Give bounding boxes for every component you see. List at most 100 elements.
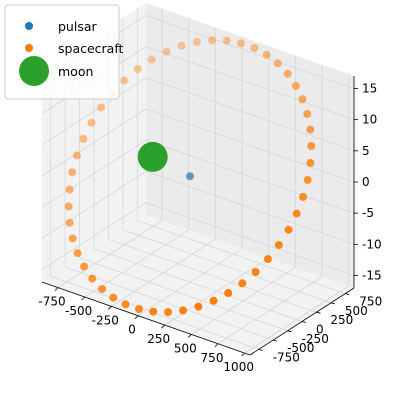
grid-line-z-left: [41, 139, 147, 208]
y-tick-label: 750: [359, 295, 382, 309]
point-spacecraft: [194, 302, 203, 311]
grid-line-z-back: [145, 170, 355, 245]
point-spacecraft: [65, 218, 74, 227]
x-tick-mark: [134, 315, 139, 319]
y-tick-mark: [316, 311, 321, 314]
point-pulsar: [186, 172, 194, 181]
legend-marker-spacecraft: [25, 44, 33, 52]
x-tick-mark: [54, 287, 59, 291]
x-axis-line: [41, 281, 251, 356]
point-spacecraft: [292, 209, 301, 218]
point-spacecraft: [208, 36, 216, 45]
point-spacecraft: [68, 234, 77, 243]
data-points: [64, 36, 316, 317]
point-spacecraft: [222, 36, 231, 45]
point-spacecraft: [97, 103, 106, 112]
grid-line-z-left: [41, 108, 147, 177]
legend-label-moon: moon: [58, 64, 93, 79]
point-spacecraft: [291, 81, 300, 90]
z-tick-label: -10: [362, 237, 382, 251]
y-tick-mark: [273, 339, 278, 342]
point-spacecraft: [307, 142, 316, 150]
x-tick-mark: [188, 334, 192, 338]
grid-line-y-floor: [64, 266, 274, 341]
grid-line-z-back: [145, 202, 355, 276]
y-tick-label: 250: [330, 313, 353, 327]
point-spacecraft: [65, 185, 74, 194]
legend: pulsar spacecraft moon: [4, 4, 124, 100]
point-spacecraft: [133, 65, 142, 74]
grid-line-z-back: [145, 77, 355, 152]
z-tick-label: 0: [362, 175, 370, 189]
point-spacecraft: [177, 41, 186, 50]
grid-line-z-left: [41, 202, 147, 270]
y-tick-mark: [330, 302, 335, 305]
y-tick-label: -500: [287, 341, 314, 355]
x-tick-label: -750: [38, 295, 65, 309]
point-spacecraft: [299, 192, 308, 201]
grid-line-z-back: [145, 15, 355, 89]
point-spacecraft: [72, 151, 81, 160]
point-spacecraft: [262, 50, 271, 59]
grid-line-z-left: [41, 77, 147, 146]
legend-label-pulsar: pulsar: [58, 19, 98, 34]
legend-label-spacecraft: spacecraft: [58, 41, 124, 56]
legend-marker-moon: [19, 56, 49, 86]
grid-line-z-back: [145, 139, 355, 214]
y-tick-label: 500: [345, 304, 368, 318]
point-spacecraft: [284, 225, 293, 234]
z-tick-label: -15: [362, 269, 382, 283]
point-spacecraft: [88, 274, 97, 283]
grid-line-z-back: [145, 108, 355, 183]
point-spacecraft: [98, 285, 107, 293]
legend-marker-pulsar: [25, 22, 33, 30]
y-tick-mark: [258, 349, 263, 351]
point-spacecraft: [273, 59, 282, 68]
point-spacecraft: [164, 308, 172, 317]
tick-labels: -750-500-25002505007501000-750-500-25002…: [38, 82, 382, 375]
grid-line-y-floor: [137, 220, 346, 294]
point-moon: [137, 141, 168, 172]
x-tick-label: -250: [92, 313, 119, 327]
point-spacecraft: [237, 39, 245, 48]
point-spacecraft: [121, 300, 130, 309]
point-spacecraft: [224, 289, 233, 297]
x-tick-label: 1000: [223, 360, 254, 374]
point-spacecraft: [120, 76, 129, 85]
point-spacecraft: [147, 55, 156, 64]
x-tick-mark: [108, 306, 112, 310]
point-spacecraft: [79, 134, 88, 143]
point-spacecraft: [274, 241, 283, 249]
x-tick-mark: [241, 352, 245, 357]
y-tick-label: 0: [316, 323, 324, 337]
grid-line-y-floor: [122, 229, 332, 304]
z-tick-label: 15: [362, 82, 377, 96]
z-tick-label: 10: [362, 113, 377, 127]
point-spacecraft: [209, 296, 218, 305]
point-spacecraft: [306, 125, 315, 134]
point-spacecraft: [192, 37, 201, 46]
point-spacecraft: [306, 158, 315, 167]
point-spacecraft: [303, 175, 312, 184]
z-tick-label: -5: [362, 206, 374, 220]
y-tick-label: -750: [273, 350, 300, 364]
point-spacecraft: [73, 249, 82, 258]
x-tick-mark: [214, 343, 219, 348]
x-tick-label: 250: [147, 332, 170, 346]
point-spacecraft: [283, 69, 292, 78]
point-spacecraft: [263, 255, 272, 264]
point-spacecraft: [87, 118, 96, 127]
x-tick-label: 750: [201, 351, 224, 365]
x-tick-label: 500: [174, 341, 197, 355]
y-tick-mark: [287, 330, 292, 333]
y-tick-mark: [301, 321, 307, 323]
point-spacecraft: [64, 202, 73, 211]
grid-line-z-back: [145, 46, 355, 121]
z-tick-label: 5: [362, 144, 370, 158]
point-spacecraft: [68, 168, 77, 177]
point-spacecraft: [251, 268, 260, 276]
grid-line-y-floor: [108, 238, 317, 313]
point-spacecraft: [149, 307, 158, 316]
point-spacecraft: [109, 293, 118, 302]
y-tick-label: -250: [302, 332, 329, 346]
